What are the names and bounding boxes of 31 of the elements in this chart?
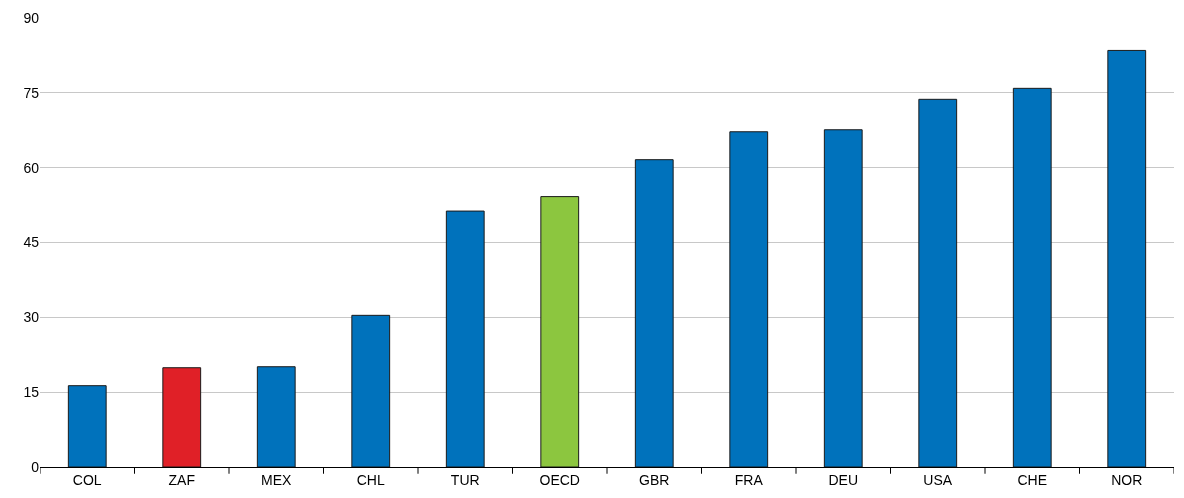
y-tick-label: 30 [23,309,40,326]
x-tick-label: GBR [639,471,670,488]
bar [256,366,296,467]
x-tick-label: CHL [356,471,385,488]
bar [351,314,391,467]
x-tick-label: DEU [828,471,859,488]
bar [729,131,769,467]
x-tick-label: COL [72,471,102,488]
x-tick-label: MEX [261,471,293,488]
x-tick-label: NOR [1111,471,1143,488]
x-tick-label: TUR [450,471,480,488]
y-tick-label: 0 [31,458,40,475]
bar [918,98,958,467]
x-tick-label: CHE [1017,471,1048,488]
bar [67,385,107,467]
y-tick-label: 15 [23,384,40,401]
bar [540,196,580,467]
y-tick-label: 90 [23,9,40,26]
x-tick-label: FRA [734,471,764,488]
bar [1107,49,1147,467]
x-tick-label: USA [923,471,953,488]
y-tick-label: 60 [23,159,40,176]
bar [162,367,202,467]
bar [634,159,674,467]
y-tick-label: 75 [23,84,40,101]
bar [445,210,485,467]
bar [1012,87,1052,467]
y-tick-label: 45 [23,234,40,251]
x-tick-label: ZAF [168,471,195,488]
x-tick-label: OECD [539,471,580,488]
bar [823,129,863,467]
